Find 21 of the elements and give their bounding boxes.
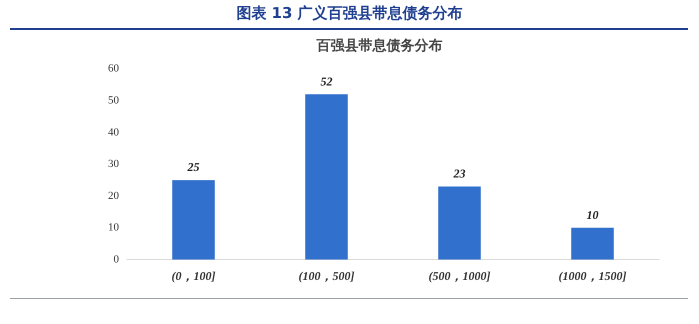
bar [438,186,481,260]
x-tick-label: (100，500] [298,268,354,283]
y-tick-label: 0 [114,253,120,266]
y-tick-label: 10 [108,222,120,234]
x-tick-label: (1000，1500] [558,268,626,283]
data-label: 23 [452,166,466,181]
y-tick-label: 60 [108,62,120,75]
chart-title: 图表 13 广义百强县带息债务分布 [235,4,464,23]
x-tick-label: (500，1000] [428,268,490,283]
chart-subtitle: 百强县带息债务分布 [316,38,442,54]
bar [571,228,614,260]
data-label: 52 [320,74,332,88]
y-tick-label: 30 [108,158,120,170]
y-tick-label: 40 [108,126,120,138]
x-tick-label: (0，100] [172,268,216,283]
data-label: 25 [186,160,200,174]
y-tick-label: 50 [108,94,120,106]
bar [172,180,215,260]
y-tick-label: 20 [108,190,120,202]
data-label: 10 [586,208,598,222]
bar [305,94,348,260]
